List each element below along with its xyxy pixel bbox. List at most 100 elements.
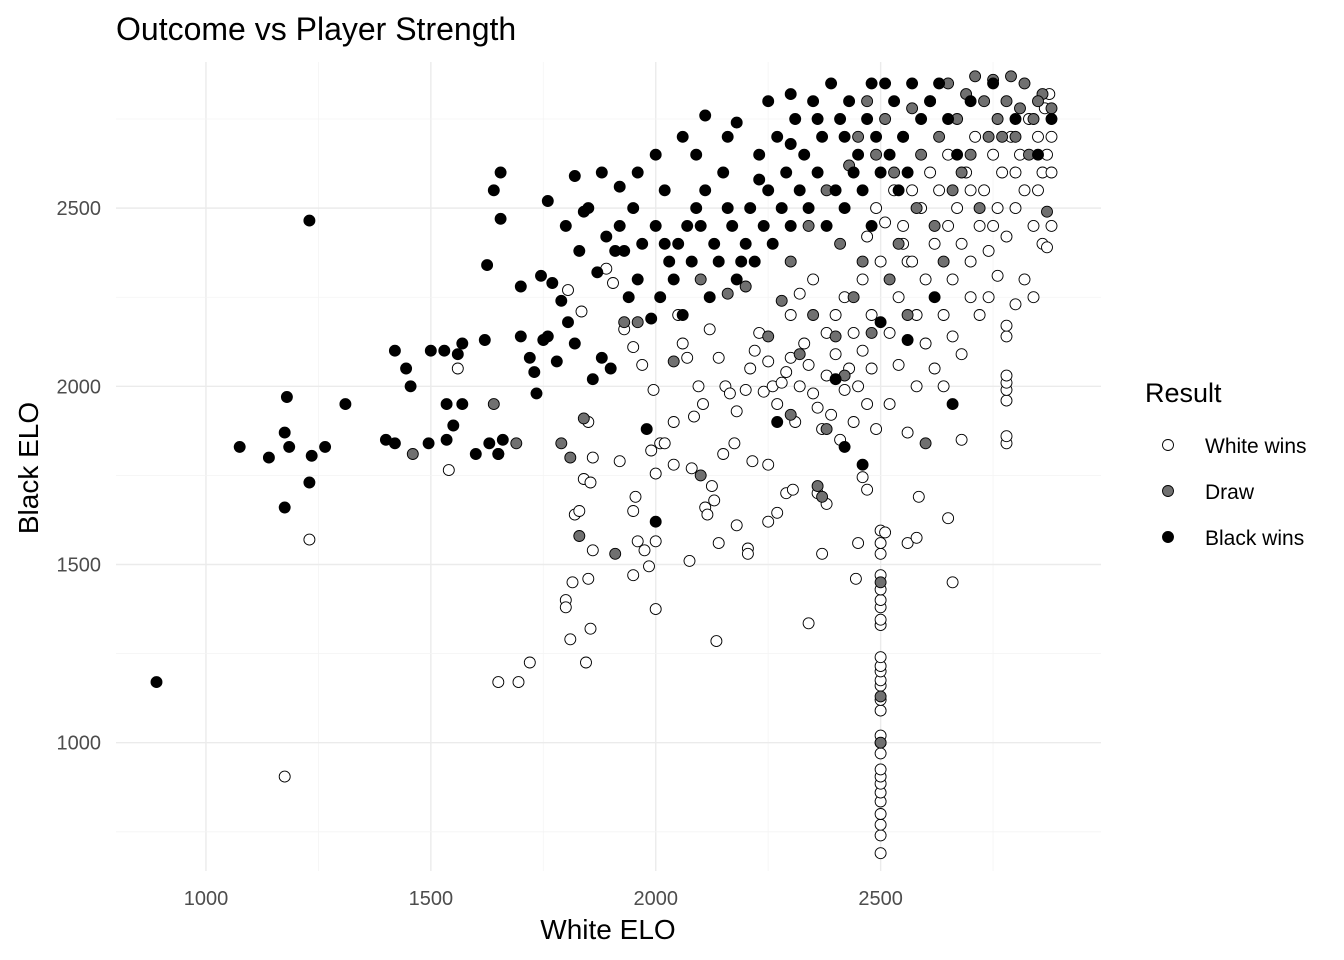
point-white-wins — [870, 423, 883, 436]
point-draw — [1014, 102, 1026, 115]
point-black-wins — [681, 219, 694, 232]
point-black-wins — [712, 255, 725, 268]
point-draw — [1018, 77, 1031, 90]
point-black-wins — [604, 362, 617, 375]
point-draw — [919, 437, 932, 450]
point-black-wins — [838, 202, 851, 215]
point-black-wins — [494, 166, 507, 179]
point-white-wins — [1045, 166, 1058, 179]
point-black-wins — [631, 273, 644, 286]
point-white-wins — [964, 255, 977, 268]
point-black-wins — [852, 148, 865, 161]
point-black-wins — [541, 195, 554, 207]
point-white-wins — [906, 255, 919, 268]
legend-label-draw: Draw — [1205, 481, 1255, 504]
point-black-wins — [928, 291, 941, 304]
point-black-wins — [829, 184, 842, 197]
point-black-wins — [622, 291, 635, 304]
point-white-wins — [512, 676, 525, 689]
point-draw — [978, 95, 991, 108]
y-tick-label: 2000 — [57, 376, 102, 398]
point-white-wins — [649, 535, 662, 548]
point-white-wins — [807, 387, 820, 400]
chart-title: Outcome vs Player Strength — [116, 11, 516, 47]
point-black-wins — [942, 113, 955, 125]
point-black-wins — [1032, 148, 1044, 161]
point-white-wins — [879, 216, 892, 229]
point-white-wins — [692, 380, 705, 393]
point-black-wins — [400, 362, 413, 375]
point-white-wins — [901, 426, 914, 439]
point-white-wins — [723, 387, 736, 400]
point-white-wins — [874, 808, 887, 820]
point-draw — [406, 448, 419, 460]
point-draw — [915, 148, 928, 161]
point-black-wins — [811, 166, 824, 179]
point-black-wins — [496, 433, 509, 446]
point-black-wins — [438, 344, 451, 357]
point-white-wins — [919, 273, 932, 286]
point-white-wins — [645, 444, 658, 457]
point-black-wins — [726, 219, 739, 232]
point-white-wins — [973, 219, 986, 232]
point-white-wins — [636, 358, 649, 371]
point-black-wins — [424, 344, 437, 357]
point-white-wins — [676, 337, 689, 350]
point-white-wins — [793, 380, 806, 393]
point-draw — [793, 348, 806, 361]
point-draw — [883, 273, 896, 286]
y-tick-label: 1000 — [57, 733, 102, 755]
point-black-wins — [811, 113, 824, 125]
point-black-wins — [721, 202, 734, 215]
point-black-wins — [757, 219, 770, 232]
point-white-wins — [906, 184, 919, 197]
point-white-wins — [584, 476, 597, 489]
point-draw — [631, 316, 644, 329]
legend-label-white-wins: White wins — [1205, 435, 1307, 458]
point-black-wins — [829, 373, 842, 386]
point-black-wins — [658, 237, 671, 250]
point-white-wins — [849, 572, 862, 585]
point-white-wins — [897, 219, 910, 232]
point-white-wins — [946, 330, 959, 343]
point-white-wins — [728, 437, 741, 450]
point-draw — [946, 184, 959, 197]
point-white-wins — [705, 480, 718, 493]
point-white-wins — [1027, 219, 1040, 232]
point-black-wins — [874, 166, 887, 179]
point-draw — [721, 287, 734, 300]
point-white-wins — [757, 385, 770, 398]
point-draw — [928, 219, 941, 232]
point-white-wins — [924, 166, 937, 179]
x-tick-label: 1500 — [409, 888, 454, 910]
point-white-wins — [607, 277, 619, 289]
point-black-wins — [440, 398, 453, 411]
point-black-wins — [847, 166, 860, 179]
point-draw — [847, 291, 860, 304]
point-draw — [1009, 130, 1022, 143]
point-white-wins — [746, 455, 759, 468]
point-white-wins — [852, 537, 865, 550]
point-black-wins — [339, 398, 352, 411]
point-black-wins — [483, 437, 496, 450]
point-white-wins — [1045, 130, 1058, 143]
point-black-wins — [762, 184, 775, 197]
point-white-wins — [730, 519, 743, 532]
point-white-wins — [717, 448, 730, 460]
point-black-wins — [492, 448, 505, 460]
point-white-wins — [847, 326, 860, 339]
point-white-wins — [631, 535, 644, 548]
point-draw — [487, 398, 500, 411]
point-draw — [1032, 95, 1044, 108]
point-black-wins — [303, 476, 316, 489]
point-black-wins — [838, 130, 851, 143]
point-black-wins — [636, 237, 649, 250]
point-white-wins — [451, 362, 464, 375]
y-tick-label: 1500 — [57, 555, 102, 577]
point-black-wins — [784, 88, 797, 101]
point-white-wins — [1041, 241, 1053, 254]
point-white-wins — [613, 455, 626, 468]
point-black-wins — [530, 387, 543, 400]
y-axis-ticks: 1000 1500 2000 2500 — [57, 198, 102, 755]
point-draw — [775, 294, 788, 307]
